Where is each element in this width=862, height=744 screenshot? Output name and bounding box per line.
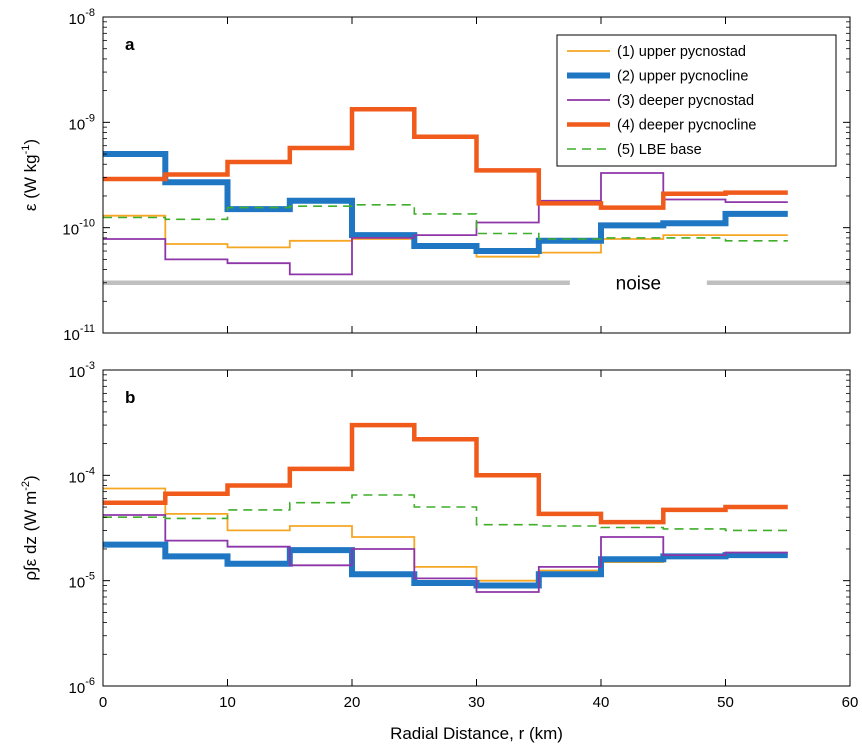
- series-line-5: [103, 494, 788, 532]
- panel-letter: b: [125, 388, 135, 407]
- legend-entry-2: (2) upper pycnocline: [617, 69, 748, 85]
- x-tick-label: 60: [842, 694, 859, 711]
- series-line-3: [103, 514, 788, 593]
- plot-area: [103, 422, 788, 593]
- series-line-3: [103, 172, 788, 276]
- y-tick-label: 10-3: [69, 360, 95, 381]
- series-line-1: [103, 487, 788, 582]
- y-tick-label: 10-6: [69, 676, 95, 697]
- x-axis-label: Radial Distance, r (km): [390, 724, 563, 743]
- legend-entry-1: (1) upper pycnostad: [617, 44, 746, 60]
- series-line-2: [103, 541, 788, 589]
- x-tick-label: 20: [344, 694, 361, 711]
- legend: (1) upper pycnostad (2) upper pycnocline (…: [556, 34, 837, 167]
- panel-a: noise 10-11 10-10 10-9 10-8 ε (W kg-1) a (1) up…: [20, 7, 851, 344]
- series-line-4: [103, 107, 788, 210]
- series-line-4: [103, 422, 788, 525]
- y-axis-label: ρ∫ε dz (W m-2): [20, 475, 40, 580]
- y-tick-label: 10-5: [69, 571, 95, 592]
- panel-b: 0 10 20 30 40 50 60 10-6 10-5 10-4 10-3 ρ∫ε dz (W m…: [20, 360, 858, 743]
- x-tick-label: 0: [99, 694, 107, 711]
- legend-entry-4: (4) deeper pycnocline: [617, 118, 756, 134]
- x-tick-label: 30: [468, 694, 485, 711]
- x-tick-label: 50: [717, 694, 734, 711]
- panel-letter: a: [125, 35, 135, 54]
- y-tick-label: 10-11: [63, 323, 95, 344]
- y-tick-label: 10-4: [69, 465, 95, 486]
- axes-frame: [102, 369, 851, 687]
- series-line-2: [103, 151, 788, 254]
- plot-area: [103, 107, 850, 285]
- y-tick-label: 10-10: [62, 218, 95, 239]
- x-tick-label: 40: [593, 694, 610, 711]
- series-line-5: [103, 204, 788, 242]
- y-tick-label: 10-9: [69, 112, 95, 133]
- noise-label: noise: [616, 274, 661, 295]
- legend-entry-5: (5) LBE base: [617, 142, 702, 158]
- y-tick-label: 10-8: [69, 7, 95, 28]
- x-tick-label: 10: [219, 694, 236, 711]
- y-axis-label: ε (W kg-1): [20, 139, 40, 211]
- legend-entry-3: (3) deeper pycnostad: [617, 93, 754, 109]
